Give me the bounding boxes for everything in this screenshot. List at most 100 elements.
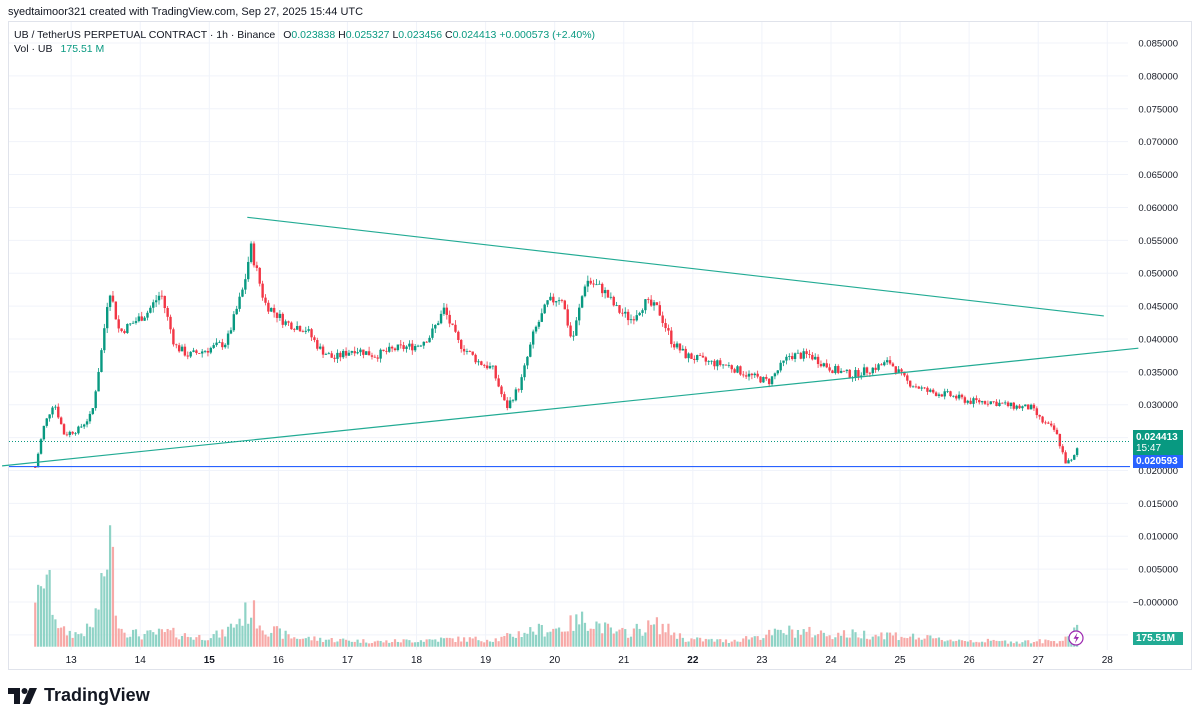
volume-bar [258, 625, 261, 647]
candle-body [298, 326, 302, 332]
candle-body [696, 355, 699, 361]
candle-body [422, 341, 425, 346]
tradingview-logo[interactable]: TradingView [8, 685, 150, 706]
volume-bar [247, 623, 250, 647]
y-tick-label: 0.005000 [1138, 565, 1178, 576]
candle-body [203, 351, 207, 352]
volume-bar [791, 629, 794, 647]
volume-bar [356, 639, 359, 647]
volume-bar [560, 631, 564, 647]
volume-bar [949, 639, 952, 647]
volume-bar [494, 638, 497, 647]
volume-bar [506, 633, 509, 647]
candle-body [641, 310, 644, 313]
volume-bar [287, 634, 290, 647]
candle-body [1044, 422, 1047, 424]
candle-body [226, 333, 230, 345]
volume-bar [304, 638, 307, 647]
volume-bar [883, 639, 886, 647]
volume-bar [48, 569, 51, 647]
candle-body [163, 295, 166, 309]
candle-body [946, 391, 949, 393]
x-tick-label: 25 [894, 655, 906, 666]
volume-bar [85, 623, 89, 647]
candle-body [520, 377, 523, 390]
candle-body [249, 243, 253, 262]
volume-bar [54, 619, 57, 647]
candle-body [891, 363, 895, 367]
volume-bar [442, 638, 446, 647]
time-axis: 13 14 15 16 17 18 19 20 21 22 23 24 25 26 27 28 [66, 655, 1114, 666]
candle-body [471, 351, 474, 355]
volume-bar [701, 641, 705, 647]
candle-body [595, 284, 598, 286]
volume-bar [293, 637, 296, 647]
last-price-tag: 0.024413 15:47 [1133, 430, 1183, 456]
candle-body [1001, 402, 1004, 404]
volume-bar [117, 628, 120, 647]
volume-bar [477, 640, 480, 647]
candle-body [485, 365, 489, 369]
support-price-tag: 0.020593 [1133, 455, 1183, 468]
volume-bar [811, 637, 814, 647]
volume-bar [909, 636, 912, 647]
volume-bar [537, 623, 541, 647]
volume-bar [894, 632, 897, 647]
legend-o-value: 0.023838 [291, 29, 336, 41]
candle-body [206, 351, 210, 353]
volume-bar [526, 633, 529, 647]
volume-bar [540, 625, 543, 647]
candle-body [290, 322, 293, 330]
candle-body [667, 328, 670, 331]
volume-bar [627, 637, 630, 647]
y-tick-label: 0.045000 [1138, 302, 1178, 313]
candle-body [344, 350, 348, 356]
candle-body [212, 345, 215, 348]
y-tick-label: 0.010000 [1138, 532, 1178, 543]
candle-body [926, 387, 929, 392]
volume-bar [618, 629, 621, 647]
candle-body [192, 350, 195, 352]
x-tick-label: 27 [1033, 655, 1045, 666]
volume-bar [39, 586, 43, 647]
y-tick-label: 0.075000 [1138, 104, 1178, 115]
candle-body [730, 365, 733, 370]
candle-body [906, 375, 909, 381]
volume-bar [169, 630, 172, 647]
volume-bar [419, 640, 423, 647]
volume-bar [166, 628, 169, 647]
x-tick-label: 22 [687, 655, 699, 666]
volume-bar [575, 614, 578, 647]
candle-body [727, 365, 731, 366]
candle-body [750, 373, 754, 376]
candle-body [497, 378, 500, 387]
volume-bar [416, 642, 420, 647]
candle-body [103, 328, 106, 351]
volume-bar [465, 641, 469, 647]
candle-body [992, 401, 995, 403]
bolt-icon[interactable] [1068, 630, 1084, 646]
volume-bar [178, 639, 181, 647]
volume-bar [143, 633, 146, 647]
legend-symbol[interactable]: UB / TetherUS PERPETUAL CONTRACT · 1h · … [14, 29, 276, 41]
volume-bar [647, 620, 650, 647]
volume-bar [347, 640, 351, 647]
legend-ohlc-row: UB / TetherUS PERPETUAL CONTRACT · 1h · … [14, 28, 595, 42]
legend-vol-label[interactable]: Vol · UB [14, 43, 53, 55]
volume-bar [1047, 640, 1050, 647]
volume-bar [140, 639, 143, 647]
candle-body [615, 305, 618, 306]
candle-body [295, 326, 299, 330]
candle-body [1032, 404, 1036, 409]
candle-body [342, 350, 345, 358]
volume-bar [765, 634, 768, 647]
candle-body [480, 361, 483, 365]
volume-bar [624, 629, 627, 647]
candle-body [687, 353, 690, 359]
candle-body [1026, 404, 1030, 410]
y-tick-label: 0.085000 [1138, 39, 1178, 50]
volume-bar [391, 642, 394, 647]
candle-body [575, 320, 578, 336]
candle-body [304, 330, 307, 332]
